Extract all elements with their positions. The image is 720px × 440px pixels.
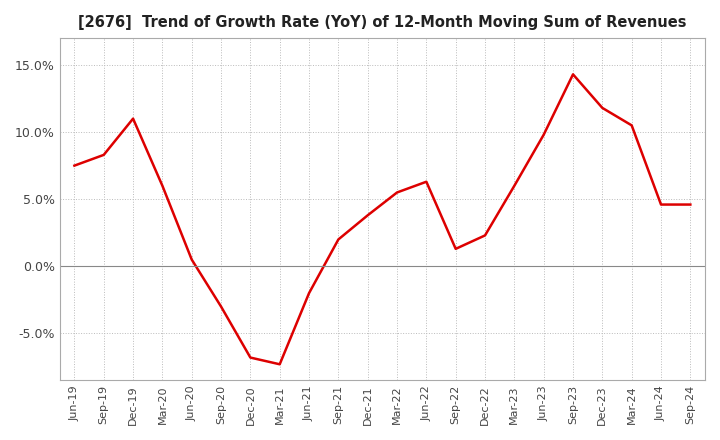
Title: [2676]  Trend of Growth Rate (YoY) of 12-Month Moving Sum of Revenues: [2676] Trend of Growth Rate (YoY) of 12-… xyxy=(78,15,687,30)
